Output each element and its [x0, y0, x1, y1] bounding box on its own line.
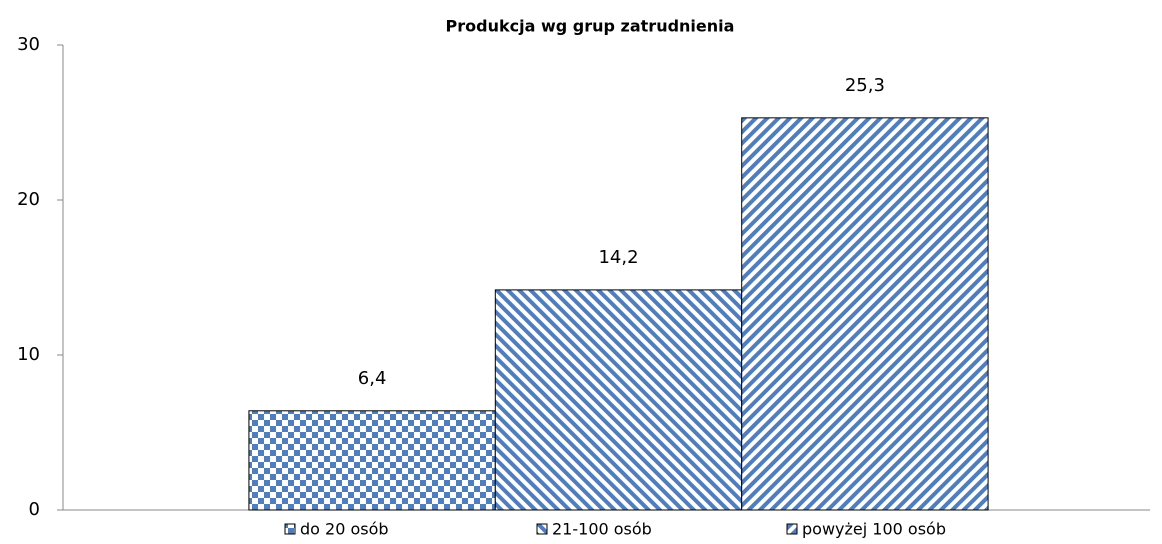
y-tick-label: 0: [29, 499, 40, 520]
legend-marker: [284, 523, 296, 535]
bar: [494, 289, 743, 511]
value-label: 6,4: [358, 368, 387, 389]
legend-label: do 20 osób: [300, 520, 389, 539]
legend-label: powyżej 100 osób: [802, 520, 946, 539]
legend-marker: [536, 523, 548, 535]
value-label: 14,2: [598, 247, 638, 268]
bar: [248, 410, 496, 511]
bar: [741, 117, 989, 511]
chart-title: Produkcja wg grup zatrudnienia: [446, 17, 735, 36]
y-tick-label: 30: [17, 34, 40, 55]
y-tick-label: 20: [17, 189, 40, 210]
value-label: 25,3: [845, 75, 885, 96]
legend-marker: [786, 523, 798, 535]
y-tick-label: 10: [17, 344, 40, 365]
legend-label: 21-100 osób: [552, 520, 652, 539]
